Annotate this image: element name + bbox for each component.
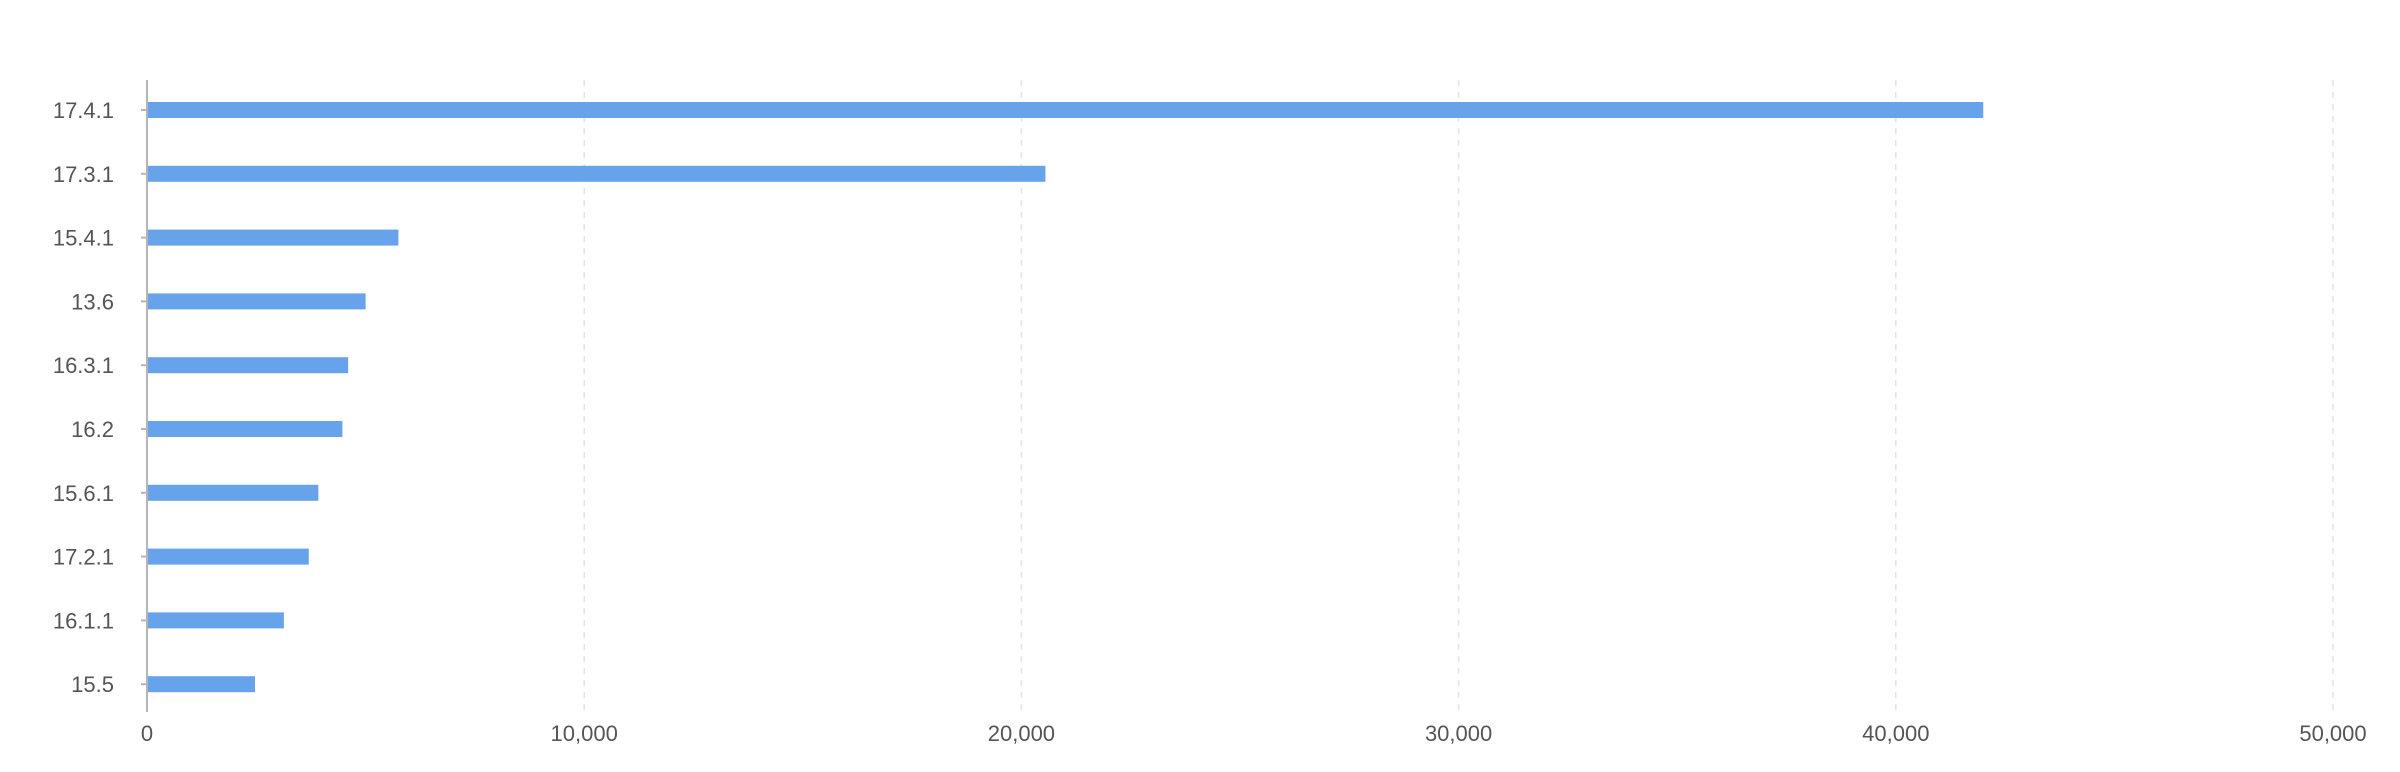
bar-16-1-1 <box>147 612 284 629</box>
bar-17-3-1 <box>147 165 1046 182</box>
y-tick-label: 16.2 <box>71 417 114 442</box>
y-tick-label: 17.4.1 <box>53 98 114 123</box>
bars <box>147 102 1984 693</box>
grid-lines <box>583 80 2334 712</box>
tick-labels: 0 10,000 20,000 30,000 40,000 50,000 17.4.1 17.… <box>53 98 2367 746</box>
x-tick-label: 20,000 <box>988 721 1055 746</box>
x-tick-label: 10,000 <box>551 721 618 746</box>
y-tick-label: 13.6 <box>71 289 114 314</box>
x-tick-label: 50,000 <box>2299 721 2366 746</box>
y-tick-label: 15.6.1 <box>53 481 114 506</box>
bar-13-6 <box>147 293 366 310</box>
x-tick-label: 30,000 <box>1425 721 1492 746</box>
y-tick-label: 17.3.1 <box>53 162 114 187</box>
y-tick-label: 16.1.1 <box>53 608 114 633</box>
bar-17-2-1 <box>147 548 309 565</box>
axes <box>141 80 148 712</box>
bar-16-3-1 <box>147 357 349 374</box>
y-tick-label: 16.3.1 <box>53 353 114 378</box>
y-tick-label: 15.4.1 <box>53 226 114 251</box>
bar-17-4-1 <box>147 102 1984 118</box>
y-tick-label: 15.5 <box>71 672 114 697</box>
y-tick-label: 17.2.1 <box>53 545 114 570</box>
bar-15-6-1 <box>147 484 319 501</box>
bar-15-4-1 <box>147 229 399 246</box>
x-tick-label: 40,000 <box>1862 721 1929 746</box>
x-tick-label: 0 <box>141 721 153 746</box>
bar-15-5 <box>147 676 255 693</box>
bar-16-2 <box>147 421 343 437</box>
